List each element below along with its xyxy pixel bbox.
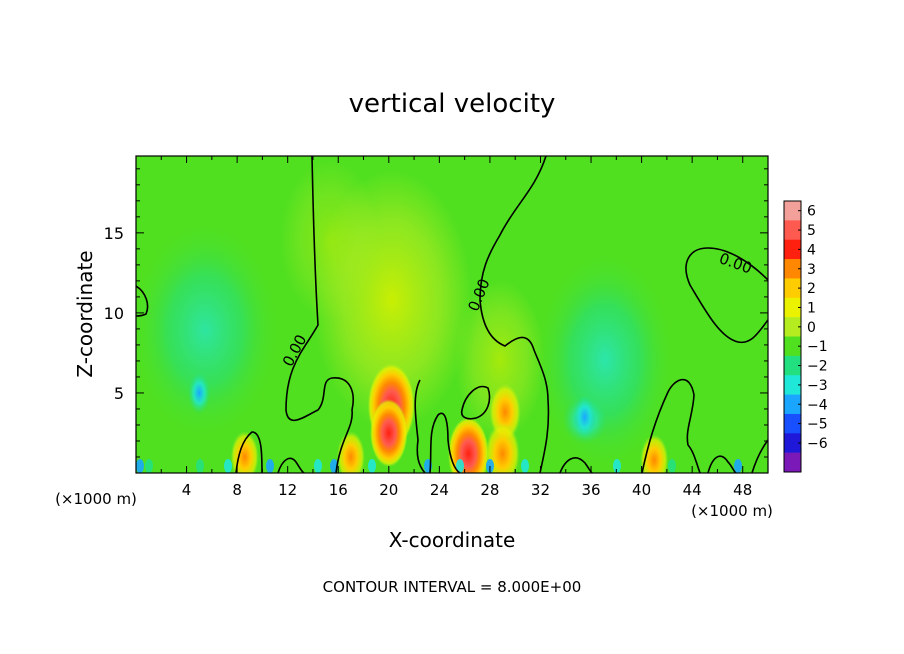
colorbar-swatch bbox=[784, 259, 801, 279]
surface-cell bbox=[266, 459, 274, 473]
contour-left-edge bbox=[136, 285, 149, 317]
y-tick-label: 5 bbox=[114, 384, 124, 403]
contour-cell-c bbox=[460, 385, 491, 420]
zero-contours bbox=[136, 156, 768, 473]
surface-cell bbox=[456, 459, 464, 473]
x-tick-label: 20 bbox=[379, 481, 398, 499]
chart-title: vertical velocity bbox=[349, 89, 556, 119]
colorbar-swatch bbox=[784, 413, 801, 434]
colorbar-swatch bbox=[784, 297, 801, 318]
soft-updraft-region-east bbox=[455, 280, 545, 440]
colorbar-label: −5 bbox=[807, 417, 828, 433]
contour-left-column bbox=[285, 156, 354, 473]
x-unit-label-left: (×1000 m) bbox=[55, 490, 137, 508]
surface-cell bbox=[668, 459, 676, 473]
contour-right-loop bbox=[685, 247, 768, 344]
x-tick-label: 28 bbox=[480, 481, 499, 499]
soft-updraft-region-west bbox=[280, 160, 380, 320]
colorbar-swatch bbox=[784, 278, 801, 299]
contour-cell-b bbox=[429, 412, 461, 473]
contour-surface-far-right bbox=[707, 455, 737, 473]
velocity-field bbox=[136, 156, 768, 473]
colorbar-label: 1 bbox=[807, 300, 816, 316]
colorbar-label: 2 bbox=[807, 281, 816, 297]
contour-surface-right bbox=[641, 378, 701, 473]
contour-surface-left bbox=[235, 431, 263, 473]
colorbar-swatch bbox=[784, 433, 801, 453]
x-tick-label: 44 bbox=[683, 481, 702, 499]
updraft-cell bbox=[336, 431, 365, 473]
contour-cell-a bbox=[414, 379, 426, 473]
colorbar-label: 5 bbox=[807, 223, 816, 239]
colorbar-swatch bbox=[784, 220, 801, 241]
x-tick-label: 36 bbox=[581, 481, 600, 499]
surface-cell bbox=[521, 459, 529, 473]
colorbar-swatch bbox=[784, 336, 801, 357]
colorbar-label: −2 bbox=[807, 359, 828, 375]
downdraft-cell bbox=[188, 372, 211, 414]
updraft-cell bbox=[485, 422, 520, 473]
colorbar-label: −6 bbox=[807, 436, 828, 452]
contour-surface-east-edge bbox=[751, 439, 768, 473]
y-axis: 5 10 15 bbox=[104, 168, 768, 458]
surface-cell bbox=[368, 459, 376, 473]
downdraft-region-west bbox=[136, 220, 280, 440]
x-unit-label-right: (×1000 m) bbox=[691, 502, 773, 520]
x-tick-label: 48 bbox=[733, 481, 752, 499]
contour-interval-note: CONTOUR INTERVAL = 8.000E+00 bbox=[323, 578, 582, 596]
x-tick-label: 12 bbox=[278, 481, 297, 499]
surface-cell bbox=[224, 459, 232, 473]
updraft-cell bbox=[370, 398, 408, 467]
colorbar-frame bbox=[783, 200, 802, 473]
surface-cell bbox=[314, 459, 322, 473]
x-tick-label: 40 bbox=[632, 481, 651, 499]
colorbar-swatch bbox=[784, 375, 801, 395]
colorbar-swatch bbox=[784, 394, 801, 415]
surface-cell bbox=[196, 459, 204, 473]
x-tick-label: 32 bbox=[531, 481, 550, 499]
colorbar-label: −3 bbox=[807, 378, 828, 394]
contour-surface-mid bbox=[277, 457, 305, 473]
colorbar-label: 4 bbox=[807, 242, 816, 258]
colorbar-label: 0 bbox=[807, 320, 816, 336]
y-tick-label: 10 bbox=[104, 304, 124, 323]
updraft-cell bbox=[640, 434, 669, 473]
surface-cell bbox=[136, 459, 144, 473]
x-tick-label: 4 bbox=[182, 481, 192, 499]
colorbar-swatch bbox=[784, 452, 801, 473]
y-tick-label: 15 bbox=[104, 224, 124, 243]
x-tick-label: 16 bbox=[329, 481, 348, 499]
x-axis: 4 8 12 16 20 24 28 32 36 40 44 48 bbox=[160, 156, 752, 499]
contour-center-column bbox=[479, 156, 550, 473]
colorbar-label: −1 bbox=[807, 339, 828, 355]
updraft-cell bbox=[230, 431, 259, 473]
downdraft-cell bbox=[572, 395, 597, 439]
colorbar-swatch bbox=[784, 239, 801, 260]
plot-frame bbox=[135, 155, 769, 474]
colorbar-swatch bbox=[784, 355, 801, 376]
surface-cell bbox=[145, 459, 153, 473]
colorbar-swatch bbox=[784, 201, 801, 221]
y-axis-title: Z-coordinate bbox=[73, 250, 97, 377]
colorbar: 6 5 4 3 2 1 0 −1 −2 −3 −4 −5 −6 bbox=[783, 200, 828, 473]
colorbar-label: −4 bbox=[807, 397, 828, 413]
surface-cell bbox=[734, 459, 742, 473]
colorbar-label: 6 bbox=[807, 204, 816, 220]
x-tick-label: 8 bbox=[232, 481, 242, 499]
colorbar-swatch bbox=[784, 317, 801, 337]
colorbar-label: 3 bbox=[807, 262, 816, 278]
updraft-cell bbox=[448, 417, 489, 473]
surface-cell bbox=[613, 459, 621, 473]
x-tick-label: 24 bbox=[430, 481, 449, 499]
contour-surface-east bbox=[559, 457, 593, 473]
x-axis-title: X-coordinate bbox=[389, 528, 516, 552]
